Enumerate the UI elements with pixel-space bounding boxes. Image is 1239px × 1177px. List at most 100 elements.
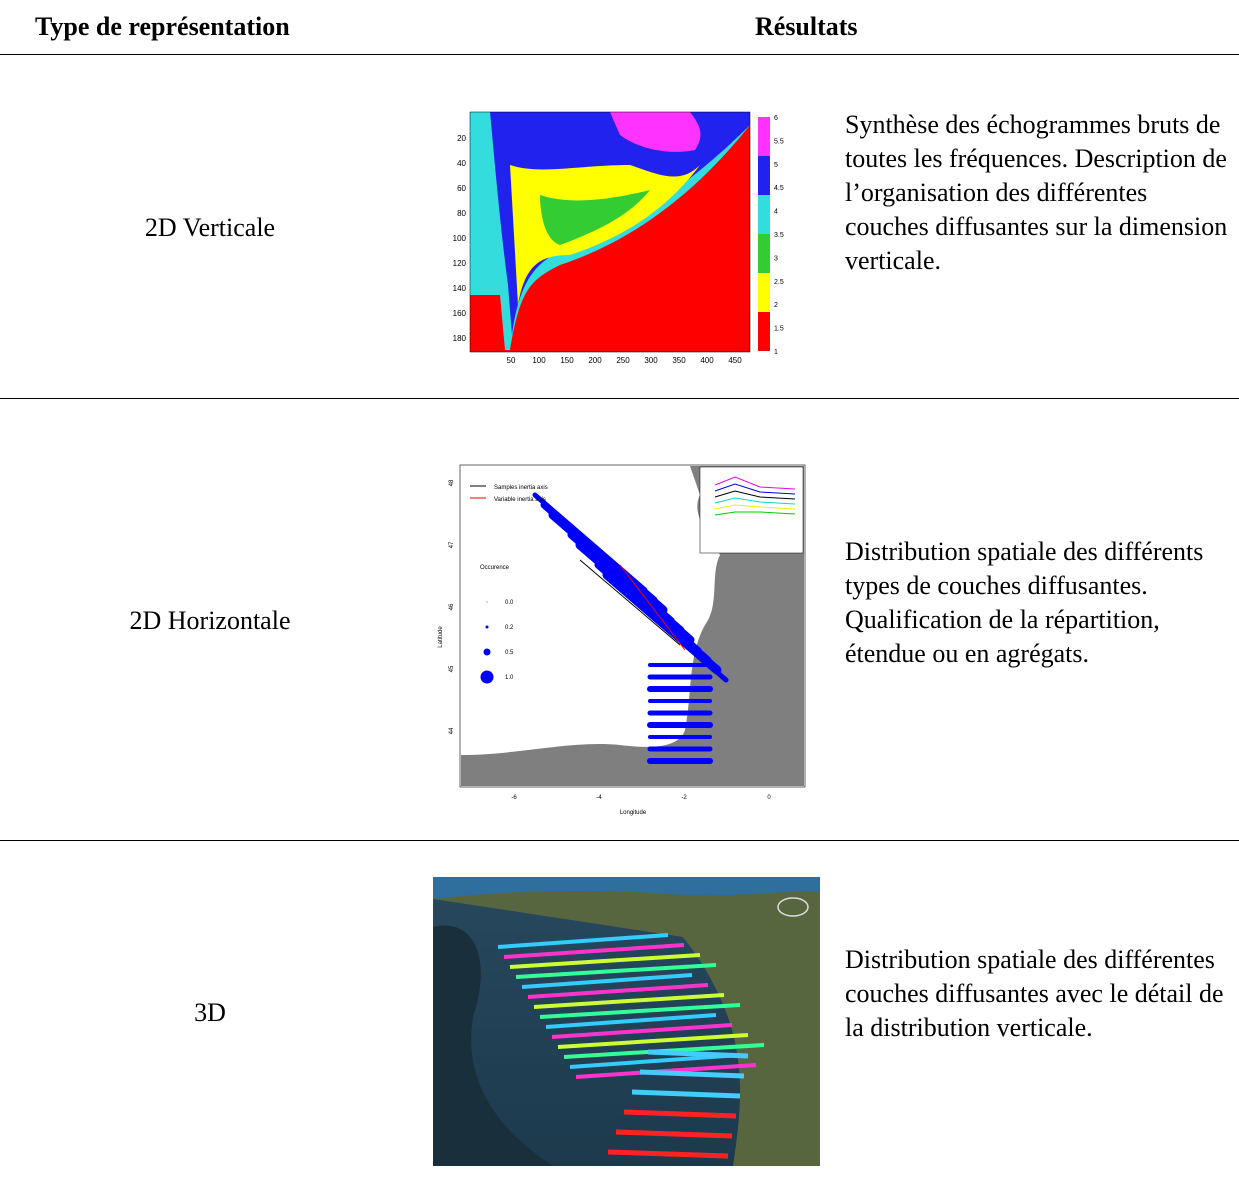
y-tick-label: 40	[457, 159, 466, 168]
colorbar-label: 1	[774, 349, 778, 356]
y-axis-label: Latitude	[438, 626, 444, 648]
x-tick-label: 300	[644, 356, 658, 365]
colorbar-step	[758, 195, 770, 234]
inset-lines	[714, 476, 796, 516]
x-tick-label: 50	[507, 356, 516, 365]
tracks-3d	[497, 933, 765, 1159]
figure-3d	[433, 877, 820, 1166]
colorbar-label: 5	[774, 162, 778, 169]
stripe	[557, 1033, 749, 1049]
row-description: Synthèse des échogrammes bruts de toutes…	[845, 110, 1228, 275]
stripe	[497, 933, 669, 949]
figure-horizontal: Samples inertia axis Variable inertia axi…	[438, 464, 806, 816]
y-tick-label: 80	[457, 209, 466, 218]
row-description: Distribution spatiale des différentes co…	[845, 945, 1224, 1042]
x-tick-label: 350	[672, 356, 686, 365]
y-tick-label: 44	[449, 727, 455, 734]
rule	[0, 398, 1239, 399]
stripe	[533, 993, 725, 1009]
x-tick-label: 0	[767, 795, 771, 801]
layer	[540, 190, 650, 245]
y-tick-label: 45	[449, 665, 455, 672]
size-label: 1.0	[505, 675, 514, 681]
inset-line	[714, 483, 796, 495]
stripe	[631, 1089, 741, 1099]
stripe	[623, 1109, 737, 1119]
stripe	[515, 963, 717, 979]
colorbar-label: 5.5	[774, 138, 784, 145]
y-tick-label: 180	[453, 334, 467, 343]
size-key	[485, 625, 489, 629]
colorbar-label: 2.5	[774, 279, 784, 286]
colorbar-step	[758, 234, 770, 273]
axis-line	[619, 564, 686, 651]
plot-frame	[469, 111, 751, 353]
tracks	[532, 492, 729, 764]
colorbar-label: 4.5	[774, 185, 784, 192]
legend-label: Variable inertia axis	[494, 497, 546, 503]
y-tick-label: 46	[449, 603, 455, 610]
colorbar-label: 4	[774, 209, 778, 216]
stripe	[607, 1149, 729, 1159]
x-tick-label: -4	[596, 795, 602, 801]
y-tick-label: 160	[453, 309, 467, 318]
size-key	[486, 601, 488, 603]
compass	[777, 897, 809, 917]
x-axis-label: Longitude	[620, 810, 647, 816]
legend-label: Samples inertia axis	[494, 485, 548, 491]
colorbar-step	[758, 273, 770, 312]
stripe	[551, 1023, 733, 1039]
colorbar-label: 2	[774, 302, 778, 309]
stripe	[639, 1069, 745, 1079]
colorbar	[758, 117, 770, 351]
row-description: Distribution spatiale des différents typ…	[845, 537, 1204, 668]
colorbar-label: 6	[774, 115, 778, 122]
header-results: Résultats	[755, 12, 858, 41]
y-tick-label: 20	[457, 134, 466, 143]
y-tick-label: 120	[453, 259, 467, 268]
y-tick-label: 47	[449, 541, 455, 548]
size-label: 0.5	[505, 650, 514, 656]
y-tick-label: 140	[453, 284, 467, 293]
x-tick-label: -2	[681, 795, 687, 801]
row-type: 2D Verticale	[144, 213, 276, 242]
stripe	[509, 953, 701, 969]
stripe	[521, 973, 693, 989]
y-tick-label: 60	[457, 184, 466, 193]
stripe	[647, 1049, 749, 1059]
axis-line	[579, 559, 681, 646]
colorbar-label: 3.5	[774, 232, 784, 239]
stripe	[539, 1003, 741, 1019]
size-label: 0.0	[505, 600, 514, 606]
size-label: 0.2	[505, 625, 514, 631]
row-type: 3D	[194, 998, 226, 1027]
x-tick-label: 450	[728, 356, 742, 365]
figure-vertical: 20 40 60 80 100 120 140 160 180 50 100 150 200 250 300…	[453, 111, 784, 365]
colorbar-label: 3	[774, 255, 778, 262]
stripe	[527, 983, 709, 999]
colorbar-step	[758, 117, 770, 156]
inset-line	[714, 476, 796, 490]
size-title: Occurence	[480, 565, 510, 571]
land	[433, 890, 820, 1166]
colorbar-step	[758, 312, 770, 351]
inset-line	[714, 490, 796, 500]
x-tick-label: 400	[700, 356, 714, 365]
size-key	[480, 670, 494, 684]
colorbar-label: 1.5	[774, 326, 784, 333]
x-tick-label: 100	[532, 356, 546, 365]
y-tick-label: 48	[449, 479, 455, 486]
header-type: Type de représentation	[35, 12, 290, 41]
stripe	[503, 943, 685, 959]
shelf	[433, 925, 553, 1166]
layer	[610, 112, 701, 152]
size-key	[483, 648, 491, 656]
inset	[699, 466, 804, 554]
x-tick-label: 250	[616, 356, 630, 365]
stripe	[545, 1013, 717, 1029]
stripe	[615, 1129, 733, 1139]
x-tick-label: 150	[560, 356, 574, 365]
x-tick-label: 200	[588, 356, 602, 365]
rule	[0, 840, 1239, 841]
inset-line	[714, 504, 796, 510]
